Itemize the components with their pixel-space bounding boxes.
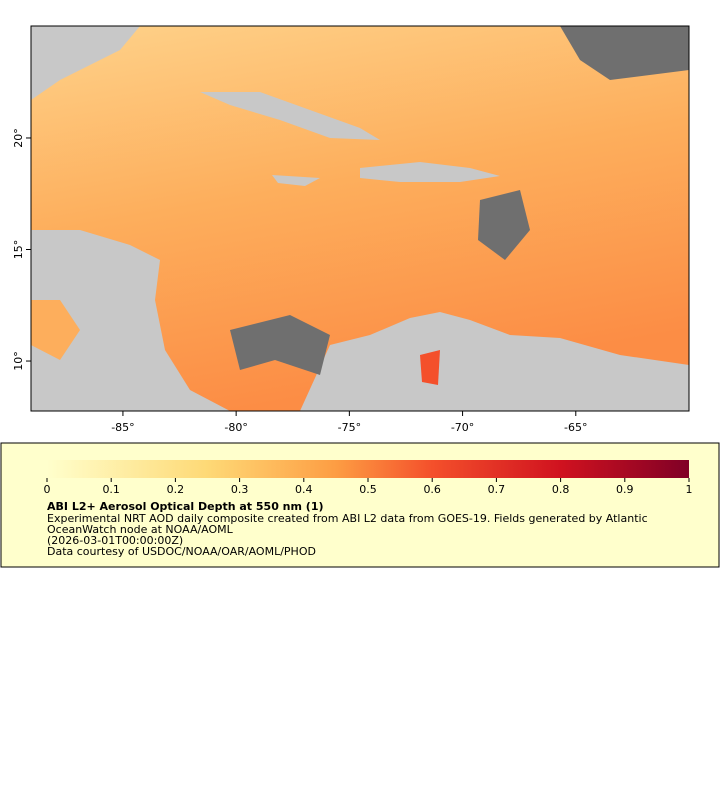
colorbar-tick-label: 0.5 [359,483,377,496]
y-tick-label: 20° [12,128,25,148]
colorbar-tick-label: 0.9 [616,483,634,496]
land-central-america [31,230,230,411]
land-jamaica [272,175,320,186]
colorbar-tick-label: 1 [686,483,693,496]
map-frame [30,25,690,412]
colorbar-tick-label: 0 [44,483,51,496]
lake-maracaibo [420,350,440,385]
legend-text: (2026-03-01T00:00:00Z) [47,534,183,547]
x-tick-label: -85° [111,421,134,434]
land-south-america [300,312,689,411]
colorbar-tick-label: 0.6 [423,483,441,496]
legend-title: ABI L2+ Aerosol Optical Depth at 550 nm … [47,500,324,513]
colorbar-tick-label: 0.4 [295,483,313,496]
missing-data [560,26,689,80]
legend-text: Experimental NRT AOD daily composite cre… [47,512,648,525]
pacific-sea [31,300,80,360]
x-tick-label: -75° [338,421,361,434]
colorbar-tick-label: 0.2 [167,483,185,496]
missing-data [230,315,330,375]
y-tick-label: 10° [12,351,25,371]
x-tick-label: -65° [564,421,587,434]
land-north [31,26,140,100]
map-area [30,25,690,412]
x-tick-label: -70° [451,421,474,434]
legend-text: Data courtesy of USDOC/NOAA/OAR/AOML/PHO… [47,545,316,558]
y-tick-label: 15° [12,240,25,260]
colorbar-tick-label: 0.7 [488,483,506,496]
missing-data [478,190,530,260]
colorbar-tick-label: 0.8 [552,483,570,496]
land-cuba [200,92,380,140]
legend-text: OceanWatch node at NOAA/AOML [47,523,234,536]
land-hispaniola [360,162,500,182]
colorbar [47,460,689,478]
colorbar-tick-label: 0.1 [102,483,120,496]
x-tick-label: -80° [224,421,247,434]
colorbar-tick-label: 0.3 [231,483,249,496]
